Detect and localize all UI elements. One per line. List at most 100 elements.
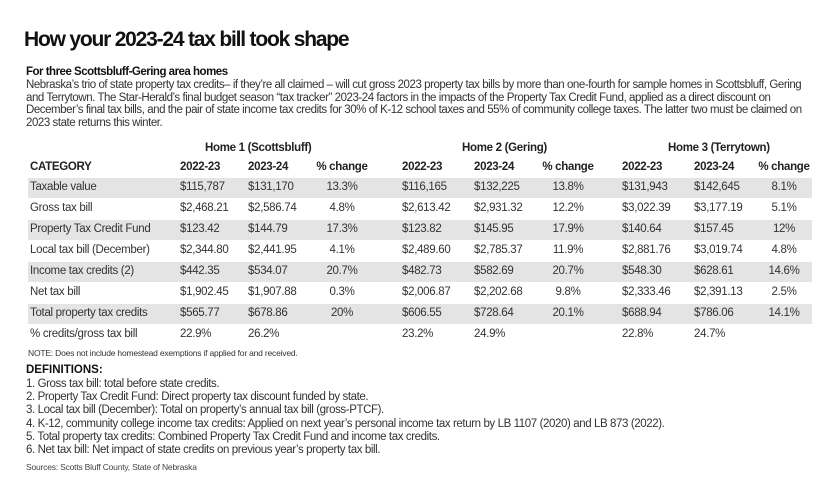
table-cell: $678.86 (248, 307, 288, 319)
row-label: Taxable value (30, 181, 97, 193)
table-cell: $582.69 (474, 265, 514, 277)
table-cell: 20.7% (552, 265, 584, 277)
table-cell: $3,177.19 (694, 202, 743, 214)
table-cell: 13.8% (552, 181, 584, 193)
table-cell: $115,787 (180, 181, 225, 193)
table-cell: 4.8% (329, 202, 355, 214)
table-cell: $482.73 (402, 265, 442, 277)
column-header: 2023-24 (248, 161, 289, 173)
table-row: Property Tax Credit Fund $123.42 $144.79 17… (28, 220, 812, 240)
table-row: Local tax bill (December) $2,344.80 $2,441… (28, 241, 812, 261)
table-cell: $142,645 (694, 181, 740, 193)
table-cell: 23.2% (402, 328, 434, 340)
table-cell: $2,391.13 (694, 286, 743, 298)
table-cell: $132,225 (474, 181, 520, 193)
table-cell: $2,586.74 (248, 202, 297, 214)
table-cell: $2,333.46 (622, 286, 671, 298)
row-label: Total property tax credits (30, 307, 148, 319)
column-header: 2022-23 (180, 161, 221, 173)
definition-item: 4. K-12, community college income tax cr… (26, 417, 665, 430)
table-row: Gross tax bill $2,468.21 $2,586.74 4.8% $2,6… (28, 199, 812, 219)
table-cell: 22.9% (180, 328, 212, 340)
table-cell: 20.1% (552, 307, 584, 319)
table-cell: $2,881.76 (622, 244, 671, 256)
table-cell: 20% (330, 307, 354, 319)
table-cell: $2,489.60 (402, 244, 451, 256)
table-cell: 17.9% (552, 223, 584, 235)
home-header-1: Home 1 (Scottsbluff) (205, 142, 312, 154)
table-row: Total property tax credits $565.77 $678.86… (28, 304, 812, 324)
table-cell: $688.94 (622, 307, 662, 319)
column-header: % change (758, 161, 810, 173)
home-header-2: Home 2 (Gering) (462, 142, 547, 154)
intro-paragraph: Nebraska’s trio of state property tax cr… (26, 79, 802, 129)
table-cell: $534.07 (248, 265, 288, 277)
definition-item: 3. Local tax bill (December): Total on p… (26, 404, 384, 417)
table-row: % credits/gross tax bill 22.9% 26.2% 23.2% 2… (28, 325, 812, 345)
table-cell: $157.45 (694, 223, 734, 235)
table-cell: $2,006.87 (402, 286, 451, 298)
table-row: Income tax credits (2) $442.35 $534.07 20.7… (28, 262, 812, 282)
table-cell: 12.2% (552, 202, 584, 214)
column-header: 2022-23 (402, 161, 443, 173)
table-row: Net tax bill $1,902.45 $1,907.88 0.3% $2,006… (28, 283, 812, 303)
table-cell: 4.8% (771, 244, 797, 256)
table-cell: 22.8% (622, 328, 654, 340)
column-header: 2022-23 (622, 161, 663, 173)
table-cell: $565.77 (180, 307, 220, 319)
definition-item: 6. Net tax bill: Net impact of state cre… (26, 444, 381, 457)
table-cell: 24.9% (474, 328, 506, 340)
row-label: Income tax credits (2) (30, 265, 134, 277)
table-cell: $140.64 (622, 223, 662, 235)
table-cell: 14.1% (768, 307, 800, 319)
table-cell: $123.82 (402, 223, 442, 235)
definition-item: 5. Total property tax credits: Combined … (26, 430, 440, 443)
row-label: Local tax bill (December) (30, 244, 150, 256)
table-cell: 4.1% (329, 244, 355, 256)
table-cell: 8.1% (771, 181, 797, 193)
table-cell: 24.7% (694, 328, 726, 340)
table-cell: 0.3% (329, 286, 355, 298)
row-label: Property Tax Credit Fund (30, 223, 151, 235)
table-cell: 2.5% (771, 286, 797, 298)
column-header-category: CATEGORY (30, 161, 92, 173)
table-cell: $2,441.95 (248, 244, 297, 256)
home-header-3: Home 3 (Terrytown) (668, 142, 770, 154)
table-cell: $2,613.42 (402, 202, 451, 214)
table-cell: $2,785.37 (474, 244, 523, 256)
subtitle: For three Scottsbluff-Gering area homes (26, 66, 228, 78)
sources: Sources: Scotts Bluff County, State of N… (26, 462, 197, 472)
column-header: % change (542, 161, 594, 173)
table-cell: 12% (772, 223, 796, 235)
definitions-heading: DEFINITIONS: (26, 364, 103, 376)
column-header: 2023-24 (474, 161, 515, 173)
table-cell: $145.95 (474, 223, 514, 235)
table-cell: $728.64 (474, 307, 514, 319)
table-cell: $606.55 (402, 307, 442, 319)
table-cell: $442.35 (180, 265, 220, 277)
table-cell: $1,902.45 (180, 286, 229, 298)
table-cell: 5.1% (771, 202, 797, 214)
table-row: Taxable value $115,787 $131,170 13.3% $116,1… (28, 178, 812, 198)
row-label: Net tax bill (30, 286, 81, 298)
table-cell: $131,170 (248, 181, 294, 193)
table-cell: $2,931.32 (474, 202, 523, 214)
table-cell: $123.42 (180, 223, 220, 235)
table-cell: $786.06 (694, 307, 734, 319)
table-cell: $144.79 (248, 223, 288, 235)
table-cell: $2,344.80 (180, 244, 229, 256)
table-cell: $3,019.74 (694, 244, 743, 256)
table-cell: 13.3% (326, 181, 358, 193)
table-cell: 17.3% (326, 223, 358, 235)
table-cell: $548.30 (622, 265, 662, 277)
row-label: Gross tax bill (30, 202, 93, 214)
column-header: % change (316, 161, 368, 173)
table-cell: 11.9% (552, 244, 584, 256)
table-header-row: CATEGORY 2022-23 2023-24 % change 2022-23 202… (28, 158, 812, 178)
table-cell: $116,165 (402, 181, 447, 193)
definition-item: 2. Property Tax Credit Fund: Direct prop… (26, 391, 369, 404)
table-cell: 14.6% (768, 265, 800, 277)
row-label: % credits/gross tax bill (30, 328, 138, 340)
definition-item: 1. Gross tax bill: total before state cr… (26, 378, 220, 390)
definitions-list: 1. Gross tax bill: total before state cr… (26, 378, 665, 457)
